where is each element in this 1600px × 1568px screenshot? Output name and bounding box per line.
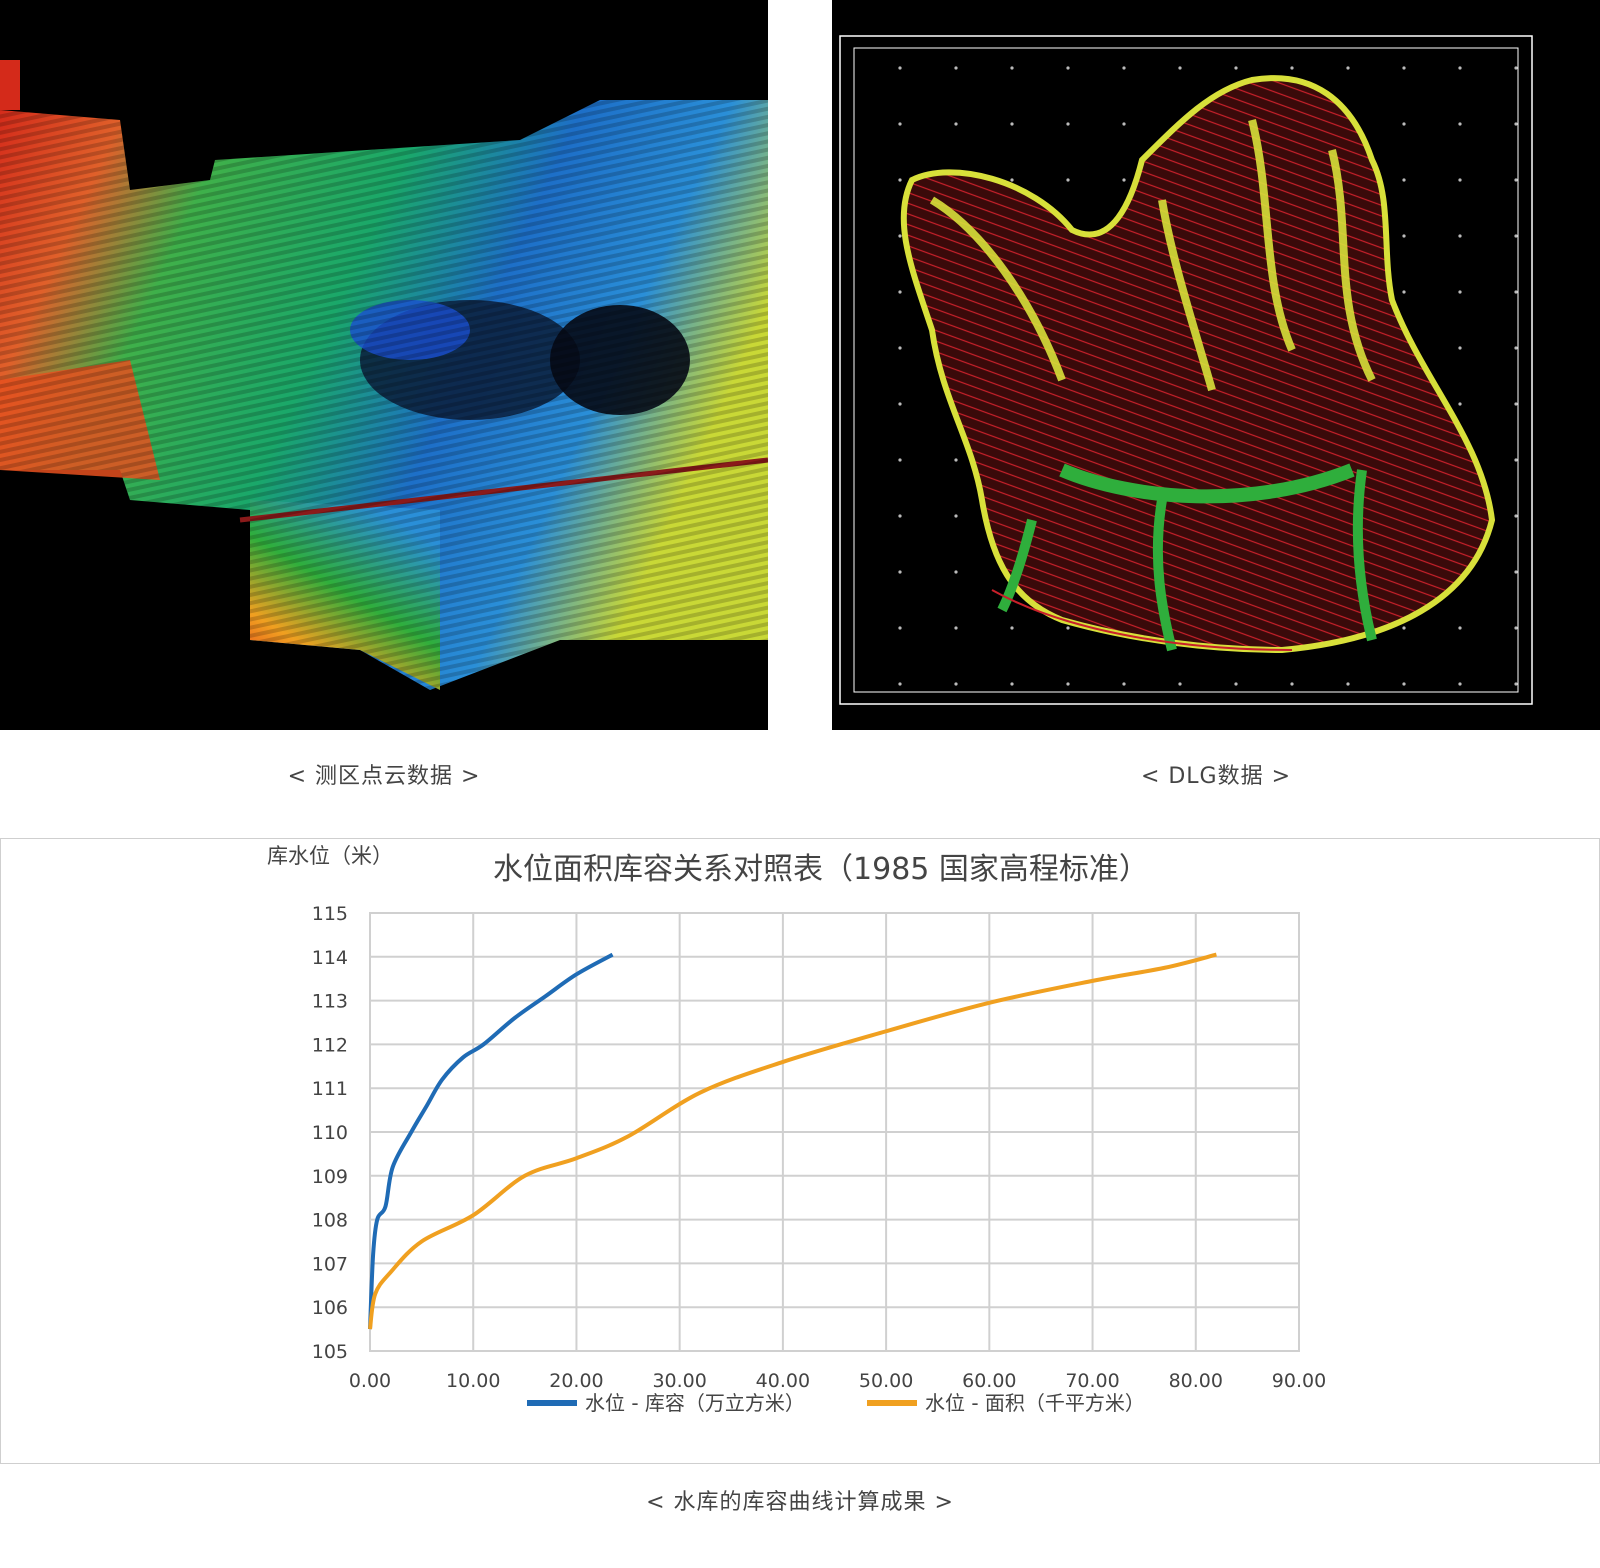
dlg-image xyxy=(832,0,1600,730)
y-tick-label: 114 xyxy=(312,947,348,969)
x-tick-label: 80.00 xyxy=(1169,1370,1223,1392)
x-tick-label: 0.00 xyxy=(349,1370,391,1392)
dlg-caption: < DLG数据 > xyxy=(1140,764,1292,789)
y-tick-label: 110 xyxy=(312,1122,348,1144)
point-cloud-image xyxy=(0,0,768,730)
chart-frame: 水位面积库容关系对照表（1985 国家高程标准） 库水位（米） 0.00 10.0… xyxy=(0,838,1600,1464)
legend-label-volume: 水位 - 库容（万立方米） xyxy=(585,1391,805,1415)
x-tick-label: 50.00 xyxy=(859,1370,913,1392)
grid-layer xyxy=(369,912,1300,1352)
legend-label-area: 水位 - 面积（千平方米） xyxy=(925,1391,1145,1415)
x-tick-label: 90.00 xyxy=(1272,1370,1326,1392)
y-tick-label: 108 xyxy=(312,1210,348,1232)
y-tick-label: 113 xyxy=(312,991,348,1013)
x-tick-label: 70.00 xyxy=(1065,1370,1119,1392)
series-line-volume xyxy=(368,952,614,1330)
y-tick-label: 109 xyxy=(312,1166,348,1188)
chart-caption: < 水库的库容曲线计算成果 > xyxy=(646,1490,954,1515)
y-tick-label: 107 xyxy=(312,1253,348,1275)
x-tick-label: 10.00 xyxy=(446,1370,500,1392)
y-tick-label: 111 xyxy=(312,1078,348,1100)
x-tick-label: 60.00 xyxy=(962,1370,1016,1392)
x-tick-label: 20.00 xyxy=(549,1370,603,1392)
chart-title: 水位面积库容关系对照表（1985 国家高程标准） xyxy=(493,852,1149,887)
y-tick-label: 115 xyxy=(312,903,348,925)
series-line-area xyxy=(368,952,1217,1330)
y-tick-label: 106 xyxy=(312,1297,348,1319)
y-axis-label: 库水位（米） xyxy=(267,844,393,868)
x-tick-label: 40.00 xyxy=(756,1370,810,1392)
chart-svg: 水位面积库容关系对照表（1985 国家高程标准） 库水位（米） 0.00 10.0… xyxy=(267,844,1326,1415)
legend: 水位 - 库容（万立方米） 水位 - 面积（千平方米） xyxy=(527,1391,1145,1415)
tick-layer: 0.00 10.00 20.00 30.00 40.00 50.00 60.00 70.00 8… xyxy=(312,903,1326,1392)
y-tick-label: 105 xyxy=(312,1341,348,1363)
dlg-graphic xyxy=(839,35,1533,705)
y-tick-label: 112 xyxy=(312,1034,348,1056)
series-layer xyxy=(368,952,1217,1330)
point-cloud-graphic xyxy=(0,60,768,690)
point-cloud-caption: < 测区点云数据 > xyxy=(287,764,481,789)
x-tick-label: 30.00 xyxy=(652,1370,706,1392)
